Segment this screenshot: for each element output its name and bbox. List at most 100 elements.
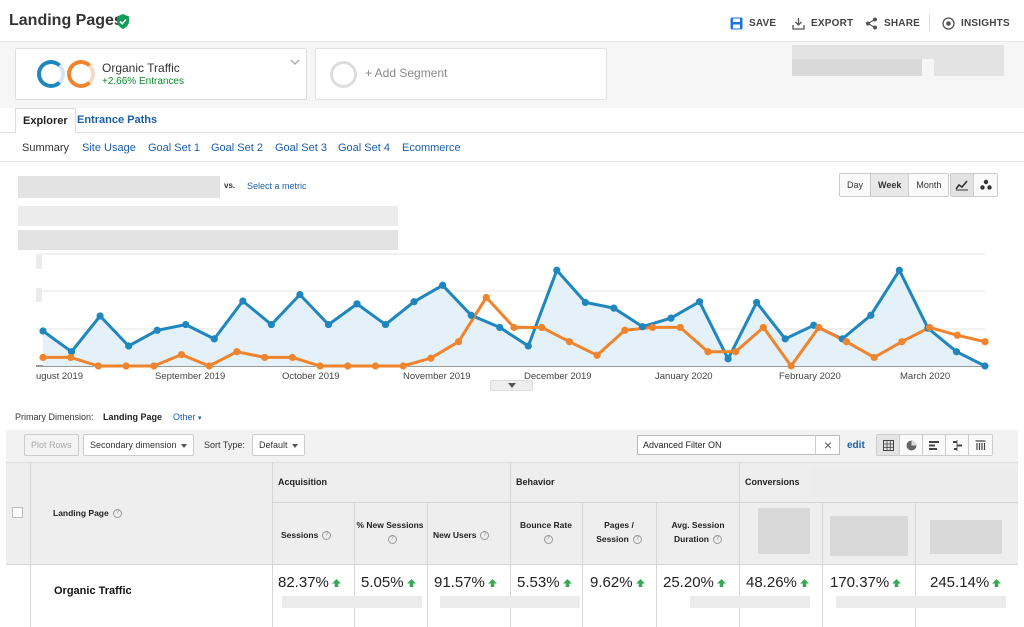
series-point[interactable] <box>94 362 103 370</box>
series-point[interactable] <box>67 353 75 362</box>
series-point[interactable] <box>122 362 130 370</box>
percentage-view-button[interactable] <box>900 435 923 455</box>
series-point[interactable] <box>787 362 795 370</box>
series-point[interactable] <box>324 320 333 329</box>
subtab-ecommerce[interactable]: Ecommerce <box>402 142 461 154</box>
series-point[interactable] <box>648 323 657 332</box>
sort-type-dropdown[interactable]: Default <box>252 434 305 456</box>
series-point[interactable] <box>867 311 875 319</box>
series-point[interactable] <box>427 354 435 362</box>
select-metric-link[interactable]: Select a metric <box>247 181 307 191</box>
add-segment-card[interactable]: + Add Segment <box>315 48 607 100</box>
series-point[interactable] <box>261 353 269 362</box>
series-point[interactable] <box>467 311 475 319</box>
series-point[interactable] <box>981 362 989 370</box>
series-point[interactable] <box>482 293 490 302</box>
advanced-filter-input[interactable]: Advanced Filter ON <box>637 435 840 455</box>
secondary-dimension-dropdown[interactable]: Secondary dimension <box>83 434 194 456</box>
avg-session-duration-column-header[interactable]: Avg. Session Duration? <box>660 518 736 546</box>
new-sessions-column-header[interactable]: % New Sessions? <box>356 518 424 546</box>
granularity-week[interactable]: Week <box>871 174 910 196</box>
series-point[interactable] <box>593 351 601 359</box>
series-point[interactable] <box>96 312 104 320</box>
series-point[interactable] <box>538 323 546 332</box>
series-point[interactable] <box>732 348 740 356</box>
series-point[interactable] <box>638 323 647 331</box>
comparison-view-button[interactable] <box>946 435 969 455</box>
series-point[interactable] <box>205 362 213 370</box>
series-point[interactable] <box>953 331 961 339</box>
series-point[interactable] <box>781 335 789 343</box>
series-point[interactable] <box>610 304 618 312</box>
series-point[interactable] <box>239 297 247 305</box>
series-point[interactable] <box>621 326 629 334</box>
series-point[interactable] <box>371 362 380 370</box>
primary-dimension-other[interactable]: Other ▾ <box>173 412 202 422</box>
new-users-column-header[interactable]: New Users? <box>433 528 490 542</box>
line-chart-button[interactable] <box>951 174 974 196</box>
help-icon[interactable]: ? <box>480 531 490 541</box>
series-point[interactable] <box>870 353 878 362</box>
series-point[interactable] <box>842 338 851 346</box>
save-button[interactable]: SAVE <box>730 15 776 31</box>
series-point[interactable] <box>524 342 532 350</box>
series-point[interactable] <box>724 355 732 363</box>
subtab-goal-set-2[interactable]: Goal Set 2 <box>211 142 263 154</box>
series-point[interactable] <box>925 323 934 332</box>
series-point[interactable] <box>353 300 361 308</box>
help-icon[interactable]: ? <box>387 535 397 545</box>
primary-dimension-landing-page[interactable]: Landing Page <box>103 412 163 422</box>
series-point[interactable] <box>316 362 324 370</box>
series-point[interactable] <box>153 326 161 334</box>
series-point[interactable] <box>399 362 407 370</box>
help-icon[interactable]: ? <box>632 535 642 545</box>
subtab-summary[interactable]: Summary <box>22 142 70 154</box>
tab-explorer[interactable]: Explorer <box>15 108 76 133</box>
motion-chart-button[interactable] <box>974 174 997 196</box>
clear-filter-close-icon[interactable]: × <box>815 435 840 455</box>
series-point[interactable] <box>952 348 961 356</box>
help-icon[interactable]: ? <box>322 531 332 541</box>
series-point[interactable] <box>510 323 518 332</box>
series-point[interactable] <box>895 266 903 274</box>
series-point[interactable] <box>67 348 76 356</box>
help-icon[interactable]: ? <box>112 509 122 519</box>
series-point[interactable] <box>695 298 704 306</box>
series-point[interactable] <box>150 362 158 370</box>
pivot-view-button[interactable] <box>969 435 992 455</box>
bounce-rate-column-header[interactable]: Bounce Rate? <box>514 518 578 546</box>
series-point[interactable] <box>39 353 47 362</box>
series-point[interactable] <box>410 298 418 306</box>
series-point[interactable] <box>177 350 186 359</box>
export-button[interactable]: EXPORT <box>792 15 853 31</box>
granularity-month[interactable]: Month <box>909 174 949 196</box>
select-all-checkbox[interactable] <box>12 507 23 518</box>
series-point[interactable] <box>759 323 767 332</box>
granularity-day[interactable]: Day <box>840 174 872 196</box>
segment-card-organic-traffic[interactable]: Organic Traffic +2.66% Entrances <box>15 48 307 100</box>
series-point[interactable] <box>454 338 463 346</box>
chevron-down-icon[interactable] <box>290 57 300 67</box>
subtab-site-usage[interactable]: Site Usage <box>82 142 136 154</box>
subtab-goal-set-1[interactable]: Goal Set 1 <box>148 142 200 154</box>
series-point[interactable] <box>381 320 390 329</box>
series-point[interactable] <box>667 314 675 322</box>
landing-page-column-header[interactable]: Landing Page? <box>53 506 122 520</box>
plot-rows-button[interactable]: Plot Rows <box>24 434 79 456</box>
series-point[interactable] <box>439 281 447 289</box>
series-point[interactable] <box>553 266 561 274</box>
series-point[interactable] <box>39 327 47 335</box>
share-button[interactable]: SHARE <box>865 15 920 31</box>
series-point[interactable] <box>676 323 684 332</box>
help-icon[interactable]: ? <box>712 535 722 545</box>
performance-view-button[interactable] <box>923 435 946 455</box>
pages-per-session-column-header[interactable]: Pages / Session? <box>588 518 650 546</box>
series-point[interactable] <box>233 348 241 356</box>
series-point[interactable] <box>296 290 304 299</box>
tab-entrance-paths[interactable]: Entrance Paths <box>77 114 158 126</box>
series-point[interactable] <box>496 323 504 332</box>
series-point[interactable] <box>704 348 712 356</box>
series-point[interactable] <box>815 323 823 332</box>
subtab-goal-set-4[interactable]: Goal Set 4 <box>338 142 390 154</box>
sessions-column-header[interactable]: Sessions? <box>281 528 332 542</box>
